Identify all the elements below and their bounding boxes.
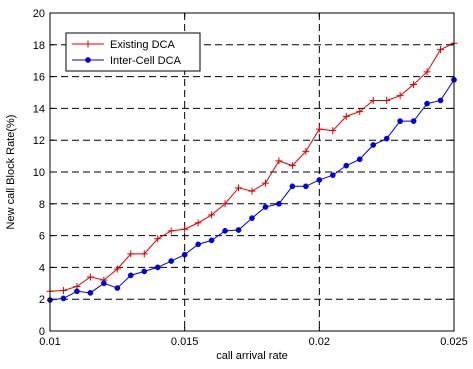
data-point: [181, 225, 189, 233]
data-point: [195, 241, 201, 248]
data-point: [316, 177, 323, 183]
y-tick-label: 2: [39, 294, 45, 306]
y-tick-label: 20: [33, 8, 45, 20]
y-tick-label: 4: [39, 262, 45, 274]
data-point: [397, 118, 403, 124]
y-tick-label: 18: [33, 40, 45, 52]
data-point: [87, 289, 94, 296]
data-point: [127, 250, 135, 258]
data-point: [194, 219, 202, 227]
data-point: [235, 184, 243, 192]
y-tick-label: 16: [33, 72, 45, 84]
data-point: [113, 265, 121, 273]
data-point: [396, 92, 404, 100]
series-layer: [46, 39, 458, 303]
data-point: [261, 179, 269, 187]
data-point: [329, 172, 336, 179]
data-point: [208, 237, 215, 244]
data-point: [249, 215, 255, 221]
legend-label: Inter-Cell DCA: [110, 55, 182, 67]
data-point: [423, 68, 431, 76]
data-point: [383, 96, 391, 104]
data-point: [303, 183, 309, 190]
data-point: [221, 200, 229, 208]
x-tick-label: 0.01: [39, 336, 60, 348]
y-tick-label: 14: [33, 103, 45, 115]
data-point: [85, 57, 91, 63]
data-point: [59, 286, 67, 294]
y-tick-label: 12: [33, 135, 45, 147]
y-tick-label: 0: [39, 326, 45, 338]
data-point: [181, 251, 188, 258]
data-point: [262, 204, 269, 210]
legend: Existing DCA Inter-Cell DCA: [65, 32, 201, 72]
y-axis-label: New call Block Rate(%): [5, 115, 17, 230]
data-point: [342, 112, 350, 120]
data-point: [86, 273, 94, 281]
data-point: [127, 272, 134, 279]
data-point: [235, 227, 242, 233]
x-tick-label: 0.025: [440, 336, 468, 348]
data-point: [369, 96, 377, 104]
data-point: [114, 285, 121, 291]
data-point: [356, 156, 363, 163]
tick-layer: 0.01 0.015 0.02 0.025 0 2 4 6 8 10 12 14 16 18 20: [33, 8, 468, 348]
y-tick-label: 8: [39, 199, 45, 211]
x-tick-label: 0.02: [309, 336, 330, 348]
legend-label: Existing DCA: [110, 39, 175, 51]
data-point: [167, 227, 175, 235]
data-point: [74, 288, 80, 295]
data-point: [329, 127, 337, 135]
data-point: [370, 142, 377, 148]
data-point: [154, 264, 161, 271]
data-point: [248, 187, 256, 195]
data-point: [437, 97, 444, 104]
x-tick-label: 0.015: [171, 336, 199, 348]
data-point: [222, 227, 228, 234]
data-point: [437, 46, 445, 54]
data-point: [383, 135, 390, 142]
data-point: [141, 268, 148, 275]
data-point: [356, 108, 364, 116]
data-point: [289, 183, 296, 190]
data-point: [208, 211, 216, 219]
data-point: [315, 125, 323, 133]
y-tick-label: 6: [39, 231, 45, 243]
data-point: [60, 295, 67, 302]
data-point: [154, 235, 162, 243]
data-point: [101, 280, 107, 287]
data-point: [302, 147, 310, 155]
data-point: [410, 118, 417, 124]
data-point: [410, 81, 418, 89]
data-point: [276, 200, 282, 207]
data-point: [288, 162, 296, 170]
data-point: [275, 157, 283, 165]
data-point: [140, 250, 148, 258]
data-point: [343, 162, 350, 169]
legend-box: [65, 32, 201, 72]
data-point: [168, 258, 175, 264]
x-axis-label: call arrival rate: [216, 350, 288, 362]
data-point: [424, 100, 430, 107]
y-tick-label: 10: [33, 167, 45, 179]
data-point: [84, 40, 92, 48]
